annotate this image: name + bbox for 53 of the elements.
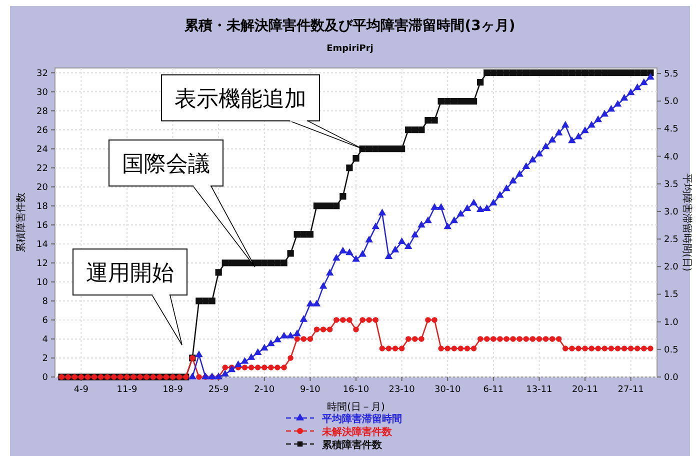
y2-tick-label: 0.0 [664,373,679,383]
x-tick-label: 6-11 [483,385,504,395]
x-tick-label: 20-11 [572,385,598,395]
y2-tick-label: 1.0 [664,318,679,328]
y2-tick-label: 2.5 [664,235,678,246]
x-tick-label: 2-10 [254,385,275,395]
x-axis-title: 時間(日－月) [327,401,385,413]
annotation: 国際会議 [122,152,210,177]
y2-tick-label: 1.5 [664,290,678,300]
y2-tick-label: 2.0 [664,262,679,273]
y-tick-label: 10 [36,278,48,288]
legend-label: 未解決障害件数 [321,426,393,438]
y-tick-label: 4 [42,334,48,345]
x-tick-label: 18-9 [162,385,184,395]
x-tick-label: 30-10 [434,385,461,395]
x-tick-label: 16-10 [342,385,370,395]
x-tick-label: 11-9 [116,385,138,395]
y-axis-title: 累積障害件数 [15,192,27,252]
legend-label: 平均障害滞留時間 [321,413,402,425]
legend-label: 累積障害件数 [321,439,383,451]
x-tick-label: 27-11 [618,385,644,395]
y-tick-label: 24 [36,144,48,155]
y-tick-label: 22 [36,164,48,174]
x-tick-label: 4-9 [74,385,89,395]
y-tick-label: 20 [36,182,48,193]
x-tick-label: 9-10 [300,385,321,395]
chart-subtitle: EmpiriPrj [326,44,374,54]
y-tick-label: 32 [36,68,48,79]
y2-tick-label: 0.5 [664,345,678,356]
y-tick-label: 2 [42,354,48,364]
x-tick-label: 13-11 [526,385,552,395]
x-tick-label: 23-10 [388,385,416,395]
annotation: 表示機能追加 [174,86,307,112]
y-tick-label: 28 [36,106,48,117]
y-tick-label: 6 [42,316,48,326]
annotation: 運用開始 [86,261,174,286]
y2-tick-label: 3.0 [664,207,679,218]
y2-tick-label: 5.5 [664,70,678,80]
y-tick-label: 18 [36,202,48,212]
x-tick-label: 25-9 [208,385,230,395]
y-tick-label: 0 [42,373,48,383]
y2-axis-title: 平均障害滞留時間(日) [681,174,693,272]
y2-tick-label: 4.5 [664,124,678,135]
y2-tick-label: 4.0 [664,152,679,162]
y2-tick-label: 5.0 [664,97,679,108]
y-tick-label: 30 [36,88,48,98]
y-tick-label: 16 [36,220,48,231]
y-tick-label: 26 [36,126,48,136]
y2-tick-label: 3.5 [664,180,678,190]
y-tick-label: 12 [36,258,48,269]
chart-title: 累積・未解決障害件数及び平均障害滞留時間(3ヶ月) [184,17,516,34]
y-tick-label: 14 [36,240,48,250]
y-tick-label: 8 [42,296,48,307]
